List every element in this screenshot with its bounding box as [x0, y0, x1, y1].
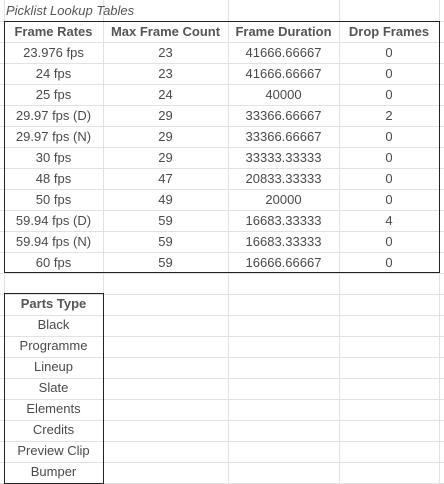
drop-frames-cell[interactable]: 0: [385, 87, 393, 102]
parts-type-cell[interactable]: Credits: [32, 422, 75, 437]
gridline: [0, 210, 444, 211]
max-frame-count-cell[interactable]: 47: [158, 171, 173, 186]
frame-rate-cell[interactable]: 30 fps: [35, 150, 72, 165]
drop-frames-cell[interactable]: 0: [385, 171, 393, 186]
frame-duration-cell[interactable]: 33366.66667: [245, 129, 322, 144]
frame-rate-cell[interactable]: 29.97 fps (D): [15, 108, 92, 123]
max-frame-count-cell[interactable]: 29: [158, 150, 173, 165]
frame-duration-cell[interactable]: 40000: [265, 87, 302, 102]
max-frame-count-cell[interactable]: 24: [158, 87, 173, 102]
drop-frames-cell[interactable]: 0: [385, 192, 393, 207]
header-frame-duration[interactable]: Frame Duration: [235, 24, 332, 39]
gridline: [0, 84, 444, 85]
gridline: [228, 0, 229, 484]
header-frame-rates[interactable]: Frame Rates: [14, 24, 93, 39]
frame-rate-cell[interactable]: 29.97 fps (N): [15, 129, 92, 144]
drop-frames-cell[interactable]: 0: [385, 234, 393, 249]
parts-type-cell[interactable]: Bumper: [30, 464, 77, 479]
frame-rate-cell[interactable]: 60 fps: [35, 255, 72, 270]
frame-rate-cell[interactable]: 50 fps: [35, 192, 72, 207]
gridline: [0, 105, 444, 106]
frame-duration-cell[interactable]: 33333.33333: [245, 150, 322, 165]
gridline: [0, 441, 444, 442]
max-frame-count-cell[interactable]: 29: [158, 129, 173, 144]
max-frame-count-cell[interactable]: 59: [158, 255, 173, 270]
parts-type-cell[interactable]: Programme: [19, 338, 88, 353]
frame-duration-cell[interactable]: 16683.33333: [245, 234, 322, 249]
gridline: [0, 231, 444, 232]
drop-frames-cell[interactable]: 2: [385, 108, 393, 123]
max-frame-count-cell[interactable]: 23: [158, 66, 173, 81]
max-frame-count-cell[interactable]: 59: [158, 213, 173, 228]
header-max-frame-count[interactable]: Max Frame Count: [110, 24, 221, 39]
gridline: [0, 357, 444, 358]
drop-frames-cell[interactable]: 0: [385, 66, 393, 81]
gridline: [439, 0, 440, 484]
drop-frames-cell[interactable]: 0: [385, 45, 393, 60]
frame-duration-cell[interactable]: 16666.66667: [245, 255, 322, 270]
header-drop-frames[interactable]: Drop Frames: [348, 24, 430, 39]
gridline: [0, 378, 444, 379]
gridline: [0, 294, 444, 295]
frame-duration-cell[interactable]: 33366.66667: [245, 108, 322, 123]
drop-frames-cell[interactable]: 0: [385, 150, 393, 165]
frame-duration-cell[interactable]: 41666.66667: [245, 45, 322, 60]
parts-type-cell[interactable]: Lineup: [33, 359, 74, 374]
gridline: [0, 462, 444, 463]
drop-frames-cell[interactable]: 0: [385, 255, 393, 270]
parts-type-cell[interactable]: Slate: [38, 380, 69, 395]
gridline: [103, 0, 104, 484]
frame-rate-cell[interactable]: 59.94 fps (N): [15, 234, 92, 249]
sheet-title[interactable]: Picklist Lookup Tables: [6, 3, 135, 18]
parts-type-cell[interactable]: Preview Clip: [17, 443, 90, 458]
max-frame-count-cell[interactable]: 29: [158, 108, 173, 123]
parts-type-cell[interactable]: Elements: [26, 401, 81, 416]
frame-rate-cell[interactable]: 59.94 fps (D): [15, 213, 92, 228]
max-frame-count-cell[interactable]: 23: [158, 45, 173, 60]
gridline: [0, 315, 444, 316]
gridline: [0, 63, 444, 64]
frame-duration-cell[interactable]: 20000: [265, 192, 302, 207]
gridline: [0, 189, 444, 190]
frame-rate-cell[interactable]: 24 fps: [35, 66, 72, 81]
gridline: [0, 168, 444, 169]
gridline: [0, 420, 444, 421]
parts-type-cell[interactable]: Black: [37, 317, 70, 332]
gridline: [0, 252, 444, 253]
gridline: [0, 399, 444, 400]
frame-duration-cell[interactable]: 41666.66667: [245, 66, 322, 81]
max-frame-count-cell[interactable]: 49: [158, 192, 173, 207]
gridline: [0, 42, 444, 43]
drop-frames-cell[interactable]: 4: [385, 213, 393, 228]
frame-rate-cell[interactable]: 48 fps: [35, 171, 72, 186]
frame-rate-cell[interactable]: 23.976 fps: [23, 45, 84, 60]
header-parts-type[interactable]: Parts Type: [20, 296, 87, 311]
gridline: [339, 0, 340, 484]
drop-frames-cell[interactable]: 0: [385, 129, 393, 144]
max-frame-count-cell[interactable]: 59: [158, 234, 173, 249]
gridline: [0, 273, 444, 274]
frame-duration-cell[interactable]: 16683.33333: [245, 213, 322, 228]
frame-rate-cell[interactable]: 25 fps: [35, 87, 72, 102]
frame-duration-cell[interactable]: 20833.33333: [245, 171, 322, 186]
gridline: [0, 126, 444, 127]
gridline: [0, 336, 444, 337]
gridline: [0, 147, 444, 148]
